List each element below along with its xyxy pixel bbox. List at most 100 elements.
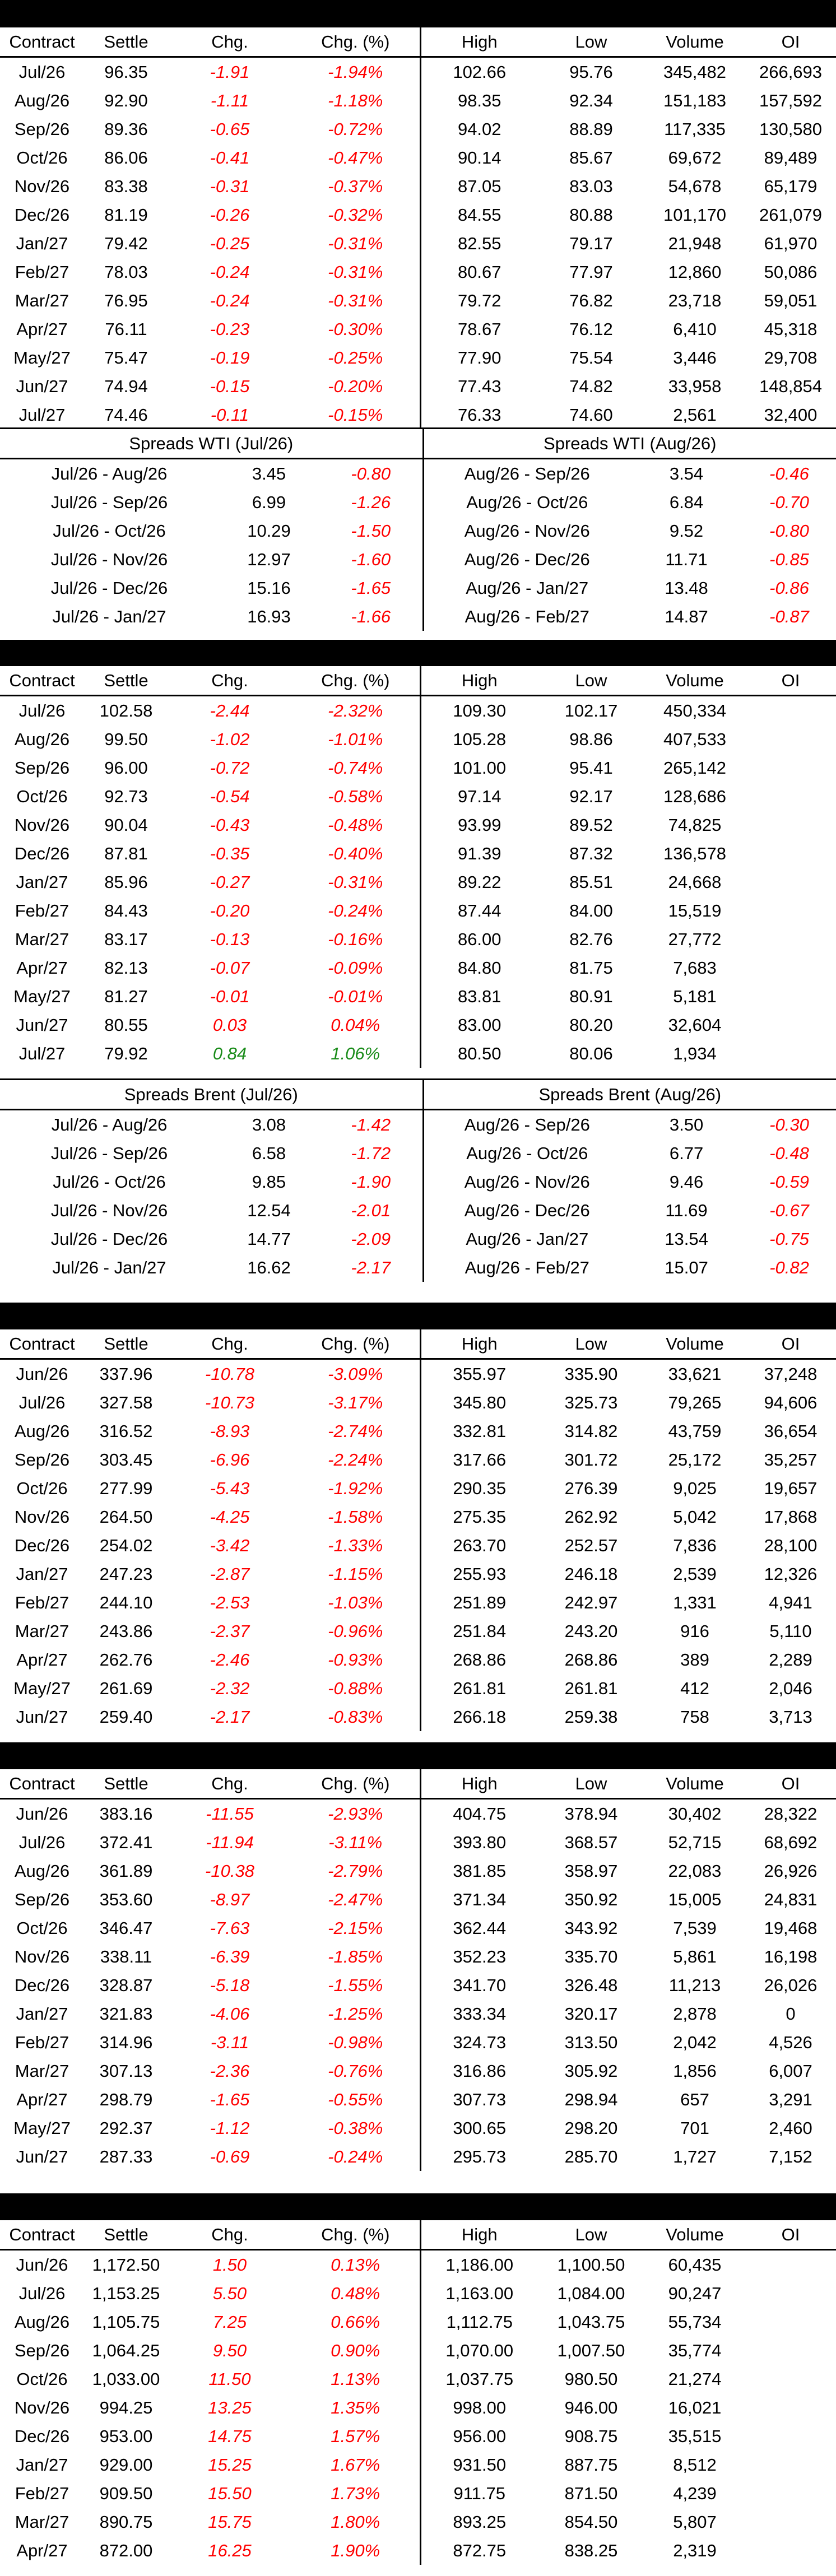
table-cell: Jun/26 xyxy=(16,2254,68,2275)
table-cell: 355.97 xyxy=(419,1359,538,1388)
spread-cell: Jul/26 - Dec/26 xyxy=(50,578,168,598)
table-cell: 21,948 xyxy=(668,233,722,253)
table-cell: 2,878 xyxy=(673,2003,717,2024)
spread-cell: Aug/26 - Jan/27 xyxy=(422,1225,631,1253)
column-header: High xyxy=(419,664,538,696)
table-cell: 78.67 xyxy=(419,315,538,343)
table-cell: 1.90% xyxy=(331,2540,380,2560)
spread-cell: -1.50 xyxy=(351,520,391,541)
table-cell: Aug/26 xyxy=(14,1861,70,1881)
column-header: Chg. xyxy=(168,2219,291,2250)
spread-cell: Jul/26 - Oct/26 xyxy=(53,520,166,541)
table-cell: 264.50 xyxy=(99,1506,153,1527)
section-header-bar-5 xyxy=(0,2193,836,2219)
table-cell: 36,654 xyxy=(764,1421,818,1441)
column-header: Volume xyxy=(644,664,745,696)
table-cell: 77.90 xyxy=(419,343,538,372)
table-cell: Oct/26 xyxy=(16,786,68,806)
table-row: Oct/26 346.47 -7.63 -2.15% 362.44 343.92 7,539… xyxy=(0,1914,836,1942)
table-cell: 96.00 xyxy=(104,757,148,778)
table-row: May/27 81.27 -0.01 -0.01% 83.81 80.91 5,181 xyxy=(0,982,836,1011)
table-cell: 389 xyxy=(680,1649,709,1670)
table-row: Nov/26 83.38 -0.31 -0.37% 87.05 83.03 54,678 65… xyxy=(0,172,836,201)
column-header: Volume xyxy=(644,1768,745,1800)
table-cell: 1.67% xyxy=(331,2454,380,2475)
table-cell: 76.11 xyxy=(105,319,147,339)
table-cell: 32,400 xyxy=(764,404,818,425)
table-cell: 3,713 xyxy=(769,1707,812,1727)
table-cell: 98.86 xyxy=(569,729,613,749)
table-cell: 303.45 xyxy=(99,1449,153,1470)
spreads-title-row: Spreads Brent (Jul/26) Spreads Brent (Aug… xyxy=(0,1078,836,1110)
table-cell: 956.00 xyxy=(419,2422,538,2451)
spread-cell: Aug/26 - Sep/26 xyxy=(422,1109,631,1139)
table-cell: -0.96% xyxy=(328,1621,383,1641)
table-cell: -5.43 xyxy=(210,1478,250,1498)
table-cell: 333.34 xyxy=(419,2000,538,2028)
table-row: Jun/27 259.40 -2.17 -0.83% 266.18 259.38 758 3,… xyxy=(0,1703,836,1731)
table-cell: 2,042 xyxy=(673,2032,717,2052)
table-row: Oct/26 277.99 -5.43 -1.92% 290.35 276.39 9,025… xyxy=(0,1474,836,1503)
table-row: Jun/26 337.96 -10.78 -3.09% 355.97 335.90 33,6… xyxy=(0,1359,836,1388)
table-cell: Mar/27 xyxy=(15,929,69,949)
table-cell: -7.63 xyxy=(210,1918,250,1938)
table-cell: Jul/26 xyxy=(18,62,66,82)
table-cell: Feb/27 xyxy=(15,2032,69,2052)
table-cell: 74.46 xyxy=(104,404,148,425)
table-cell: 1.13% xyxy=(331,2369,380,2389)
table-cell: -1.55% xyxy=(328,1975,383,1995)
table-cell: 88.89 xyxy=(569,119,613,139)
table-cell: -0.31% xyxy=(328,262,383,282)
table-cell: 325.73 xyxy=(564,1392,618,1412)
table-cell: 352.23 xyxy=(419,1942,538,1971)
table-cell: -2.47% xyxy=(328,1889,383,1909)
column-header: Contract xyxy=(0,2219,84,2250)
table-cell: 102.66 xyxy=(419,57,538,86)
column-header: OI xyxy=(745,2219,836,2250)
table-cell: 251.84 xyxy=(419,1617,538,1645)
spread-cell: 3.54 xyxy=(669,463,704,483)
table-cell xyxy=(745,954,836,982)
table-row: Mar/27 243.86 -2.37 -0.96% 251.84 243.20 916 5,… xyxy=(0,1617,836,1645)
table-cell: 148,854 xyxy=(759,376,823,396)
table-cell: -3.42 xyxy=(210,1535,250,1555)
table-cell: -4.06 xyxy=(210,2003,250,2024)
table-cell: Sep/26 xyxy=(14,757,70,778)
table-cell: 76.82 xyxy=(569,290,613,310)
table-cell: Mar/27 xyxy=(15,2061,69,2081)
table-cell: 307.13 xyxy=(99,2061,153,2081)
table-cell: 916 xyxy=(680,1621,709,1641)
table-cell: -0.24 xyxy=(210,262,250,282)
table-cell: 2,460 xyxy=(769,2118,812,2138)
table-cell: May/27 xyxy=(13,1678,71,1698)
table-cell: -0.37% xyxy=(328,176,383,196)
table-cell: 90,247 xyxy=(668,2283,722,2303)
table-cell: Feb/27 xyxy=(15,1592,69,1612)
table-cell: 5,110 xyxy=(769,1621,812,1641)
table-cell: 12,860 xyxy=(668,262,722,282)
spreads-left-title: Spreads Brent (Jul/26) xyxy=(0,1078,424,1110)
table-cell: 109.30 xyxy=(419,695,538,725)
table-row: Apr/27 76.11 -0.23 -0.30% 78.67 76.12 6,410 45,… xyxy=(0,315,836,343)
table-cell: -1.03% xyxy=(328,1592,383,1612)
table-cell: 28,100 xyxy=(764,1535,818,1555)
table-cell: 59,051 xyxy=(764,290,818,310)
table-cell: 87.44 xyxy=(419,896,538,925)
table-cell xyxy=(745,1039,836,1068)
table-cell xyxy=(745,2508,836,2536)
spread-row: Jul/26 - Jan/27 16.93 -1.66 Aug/26 - Feb/27… xyxy=(0,602,836,631)
table-cell: Jun/27 xyxy=(16,1015,68,1035)
table-cell: 84.55 xyxy=(419,201,538,229)
table-cell: 102.58 xyxy=(99,700,153,720)
table-row: Feb/27 909.50 15.50 1.73% 911.75 871.50 4,239 xyxy=(0,2479,836,2508)
spread-cell: -1.42 xyxy=(351,1114,391,1134)
table-cell: 96.35 xyxy=(104,62,148,82)
table-cell: -0.65 xyxy=(210,119,250,139)
table-cell: 28,322 xyxy=(764,1803,818,1824)
table-cell xyxy=(745,2250,836,2280)
spread-cell: Aug/26 - Nov/26 xyxy=(422,517,630,545)
table-cell: Dec/26 xyxy=(14,1975,70,1995)
table-cell: 244.10 xyxy=(99,1592,153,1612)
spread-cell: 16.93 xyxy=(247,606,291,626)
table-row: Jul/26 327.58 -10.73 -3.17% 345.80 325.73 79,2… xyxy=(0,1388,836,1417)
